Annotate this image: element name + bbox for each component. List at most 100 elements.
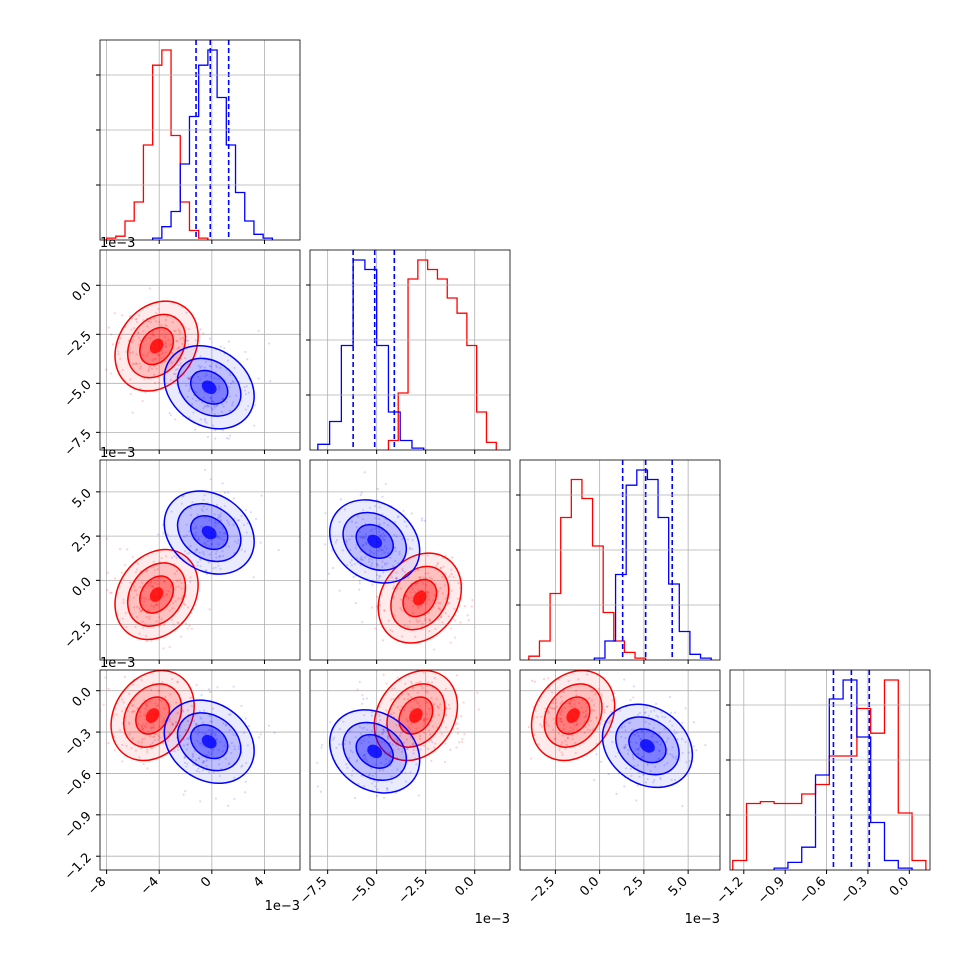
scatter-point [651, 735, 654, 738]
scatter-point [334, 541, 337, 544]
y-tick-label: 2.5 [70, 530, 95, 555]
scatter-point [149, 735, 152, 738]
scatter-point [547, 677, 550, 680]
scatter-point [231, 404, 234, 407]
scatter-point [205, 421, 208, 424]
scatter-point [344, 739, 347, 742]
scatter-point [225, 519, 229, 522]
scatter-point [348, 757, 351, 760]
scatter-point [158, 736, 161, 739]
scatter-point [362, 754, 365, 757]
scatter-point [145, 615, 148, 619]
scatter-point [316, 785, 319, 788]
scatter-point [211, 424, 215, 427]
scatter-point [223, 491, 227, 494]
scatter-point [444, 597, 448, 600]
scatter-point [388, 752, 392, 756]
scatter-point [183, 761, 187, 764]
scatter-point [395, 757, 399, 760]
scatter-point [408, 620, 411, 623]
scatter-point [386, 735, 390, 738]
scatter-point [416, 582, 419, 585]
scatter-point [563, 707, 566, 710]
scatter-point [185, 311, 188, 314]
scatter-point [147, 598, 151, 601]
scatter-point [444, 584, 447, 587]
scatter-point [389, 628, 392, 632]
scatter-point [409, 736, 412, 739]
scatter-point [343, 508, 346, 511]
y-tick-label: −0.3 [62, 726, 95, 759]
scatter-point [158, 353, 161, 356]
scatter-point [396, 768, 399, 771]
scatter-point [185, 335, 188, 338]
scatter-point [173, 563, 176, 566]
scatter-point [176, 367, 179, 371]
scatter-point [185, 765, 188, 768]
scatter-point [353, 562, 356, 566]
scatter-point [198, 551, 201, 554]
scatter-point [175, 340, 178, 343]
scatter-point [463, 605, 466, 608]
scatter-point [450, 572, 453, 576]
scatter-point [194, 759, 198, 762]
scatter-point [371, 782, 374, 785]
scatter-point [368, 735, 371, 738]
scatter-point [196, 513, 200, 516]
scatter-point [257, 736, 261, 739]
scatter-point [141, 626, 145, 629]
y-offset-label-2: 1e−3 [100, 446, 135, 461]
scatter-point [211, 400, 214, 403]
scatter-point [383, 545, 386, 548]
scatter-point [228, 745, 231, 748]
scatter-point [237, 539, 240, 542]
scatter-point [396, 587, 399, 590]
scatter-point [362, 508, 365, 512]
scatter-point [204, 732, 207, 736]
scatter-point [396, 742, 399, 745]
scatter-point [209, 365, 212, 368]
scatter-point [356, 515, 360, 518]
scatter-point [363, 714, 366, 717]
scatter-point [614, 755, 617, 758]
scatter-point [149, 582, 153, 585]
scatter-point [571, 737, 574, 741]
x-tick-label: −2.5 [525, 874, 558, 907]
scatter-point [180, 587, 183, 590]
scatter-point [360, 491, 363, 494]
scatter-point [174, 600, 177, 603]
scatter-point [406, 692, 410, 695]
scatter-point [536, 715, 539, 719]
scatter-point [386, 787, 389, 790]
hist-blue-0 [151, 49, 274, 240]
scatter-point [379, 534, 382, 537]
scatter-point [361, 559, 364, 562]
x-tick-label: −5.0 [347, 874, 380, 907]
scatter-point [243, 550, 247, 553]
scatter-point [174, 721, 178, 724]
scatter-point [570, 705, 573, 708]
scatter-point [136, 562, 140, 565]
scatter-point [235, 394, 238, 397]
scatter-point [386, 524, 389, 527]
scatter-point [220, 519, 223, 522]
scatter-point [121, 698, 124, 701]
scatter-point [195, 527, 198, 530]
scatter-point [354, 736, 357, 739]
scatter-point [394, 577, 398, 580]
scatter-point [129, 351, 132, 354]
scatter-point [206, 405, 209, 408]
scatter-point [168, 720, 171, 723]
scatter-point [374, 772, 377, 775]
scatter-point [173, 555, 176, 558]
scatter-point [164, 345, 167, 348]
scatter-point [179, 332, 182, 335]
scatter-point [447, 703, 450, 706]
scatter-point [121, 368, 124, 372]
scatter-point [396, 516, 400, 519]
scatter-point [429, 619, 432, 623]
scatter-point [406, 720, 409, 723]
scatter-point [208, 553, 211, 556]
scatter-point [452, 575, 455, 579]
scatter-point [433, 746, 436, 749]
